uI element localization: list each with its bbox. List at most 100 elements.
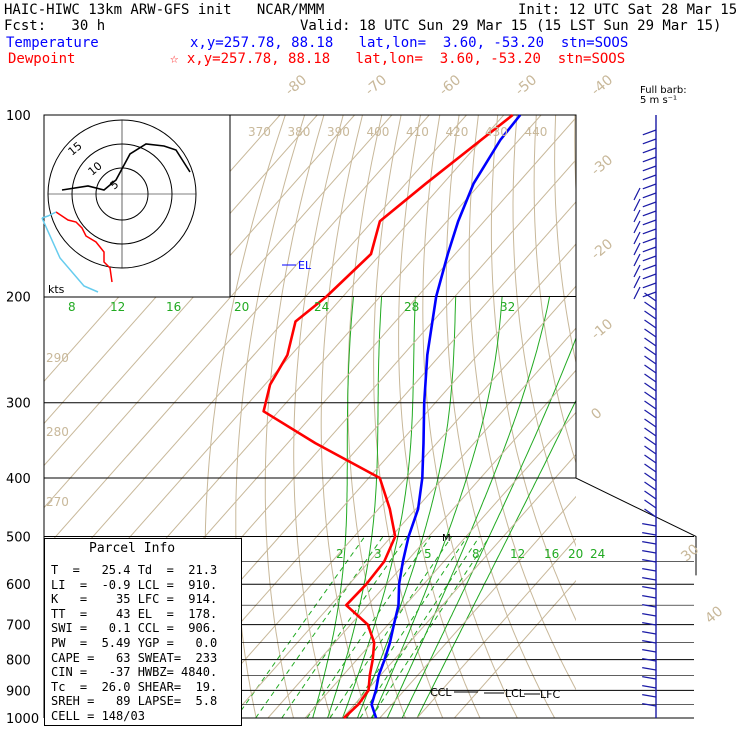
wind-barb-flag <box>633 187 641 201</box>
wind-barb <box>642 640 657 644</box>
diagram-frame <box>44 114 697 576</box>
isotherm-label: -80 <box>282 72 310 99</box>
temperature-legend-label: Temperature <box>6 35 99 51</box>
pressure-label: 600 <box>6 578 31 593</box>
wind-barb <box>642 246 657 253</box>
parcel-info-row: LI = -0.9 LCL = 910. <box>51 577 218 592</box>
pressure-label: 300 <box>6 397 31 412</box>
valid-time: Valid: 18 UTC Sun 29 Mar 15 (15 LST Sun … <box>300 18 722 34</box>
moist-adiabat-label: 28 <box>404 300 419 314</box>
isotherm-label: -10 <box>588 316 616 343</box>
theta-side-label: 270 <box>46 495 69 509</box>
wind-barb <box>642 282 657 289</box>
wind-barb <box>644 391 657 401</box>
wind-barb <box>642 550 657 554</box>
ccl-label: CCL <box>430 686 452 699</box>
dry-adiabat-line <box>533 115 576 465</box>
parcel-info-row: SWI = 0.1 CCL = 906. <box>51 621 218 636</box>
full-barb-label: Full barb: 5 m s⁻¹ <box>640 86 687 106</box>
wind-barb <box>642 694 657 698</box>
wind-barb <box>642 523 657 527</box>
wind-barb <box>642 685 657 689</box>
wind-barb-flag <box>633 198 641 212</box>
parcel-info-rows: T = 25.4 Td = 21.3 LI = -0.9 LCL = 910. K … <box>51 563 217 724</box>
wind-barb <box>642 264 657 271</box>
wind-barb <box>642 532 657 536</box>
wind-barb <box>644 472 657 482</box>
wind-barb <box>642 667 657 671</box>
el-label: EL <box>298 259 312 272</box>
theta-label: 390 <box>327 125 350 139</box>
wind-barb-flag <box>633 242 641 256</box>
theta-label: 440 <box>525 125 548 139</box>
wind-barb <box>644 355 657 365</box>
wind-barb <box>642 604 657 608</box>
mixing-ratio-label: 16 <box>544 547 559 561</box>
dry-adiabat-line <box>320 115 369 718</box>
parcel-info-row: PW = 5.49 YGP = 0.0 <box>51 635 218 650</box>
isotherm-line <box>44 115 393 509</box>
dry-adiabat-line <box>373 115 444 718</box>
wind-barb-flag <box>633 275 641 289</box>
wind-barb <box>644 346 657 356</box>
wind-barb <box>642 703 657 707</box>
dry-adiabat-line <box>554 115 576 365</box>
isotherm-label: -50 <box>512 72 540 99</box>
theta-side-label: 290 <box>46 351 69 365</box>
wind-barb <box>644 400 657 410</box>
lcl-label: LCL <box>505 687 526 700</box>
moist-adiabat-line <box>371 296 503 718</box>
temperature-profile <box>370 114 522 719</box>
wind-barb <box>642 210 657 217</box>
wind-barb <box>644 499 657 509</box>
wind-barb <box>642 255 657 262</box>
wind-barb-flag <box>633 264 641 278</box>
wind-barb <box>642 273 657 280</box>
moist-adiabat-label: 24 <box>314 300 329 314</box>
mixing-ratio-label: 20 <box>568 547 583 561</box>
wind-barb <box>642 577 657 581</box>
full-barb-line2: 5 m s⁻¹ <box>640 95 677 106</box>
wind-barb <box>644 337 657 347</box>
wind-barb <box>644 292 657 302</box>
wind-barb <box>642 622 657 626</box>
pressure-label: 1000 <box>6 712 39 727</box>
wind-barb <box>642 138 657 145</box>
isotherm-label: -20 <box>588 236 616 263</box>
wind-barb <box>642 541 657 545</box>
parcel-info-row: TT = 43 EL = 178. <box>51 606 218 621</box>
theta-label: 400 <box>367 125 390 139</box>
mixing-ratio-label: 2 <box>336 547 344 561</box>
moist-adiabat-label: 16 <box>166 300 181 314</box>
isotherm-label: 0 <box>588 405 605 423</box>
mixing-ratio-label: 24 <box>590 547 605 561</box>
isotherm-line <box>230 327 576 718</box>
parcel-info-panel: Parcel Info T = 25.4 Td = 21.3 LI = -0.9 … <box>44 538 242 726</box>
wind-barb-flag <box>633 231 641 245</box>
theta-label: 430 <box>485 125 508 139</box>
isotherm-label: 40 <box>702 603 726 627</box>
wind-barb <box>642 156 657 163</box>
mixing-ratio-line <box>370 536 491 718</box>
mixing-ratio-label: 12 <box>510 547 525 561</box>
wind-barb <box>642 649 657 653</box>
m-label: M <box>442 533 451 544</box>
dewpoint-profile <box>262 113 514 719</box>
wind-barb <box>642 613 657 617</box>
wind-barb <box>644 382 657 392</box>
wind-barb <box>642 174 657 181</box>
wind-barb <box>642 291 657 298</box>
isotherm-line <box>304 411 576 718</box>
wind-barb-flag <box>633 253 641 267</box>
temperature-location: x,y=257.78, 88.18 lat,lon= 3.60, -53.20 … <box>190 35 629 51</box>
moist-adiabat-label: 8 <box>68 300 76 314</box>
dry-adiabat-line <box>347 115 406 718</box>
dewpoint-legend-label: Dewpoint <box>8 51 76 67</box>
parcel-info-row: CELL = 148/03 <box>51 708 145 723</box>
wind-barb-flag <box>633 220 641 234</box>
dry-adiabat-line <box>633 115 740 718</box>
theta-label: 370 <box>248 125 271 139</box>
wind-barb <box>642 165 657 172</box>
isotherm-label: -30 <box>588 152 616 179</box>
wind-barb <box>642 228 657 235</box>
